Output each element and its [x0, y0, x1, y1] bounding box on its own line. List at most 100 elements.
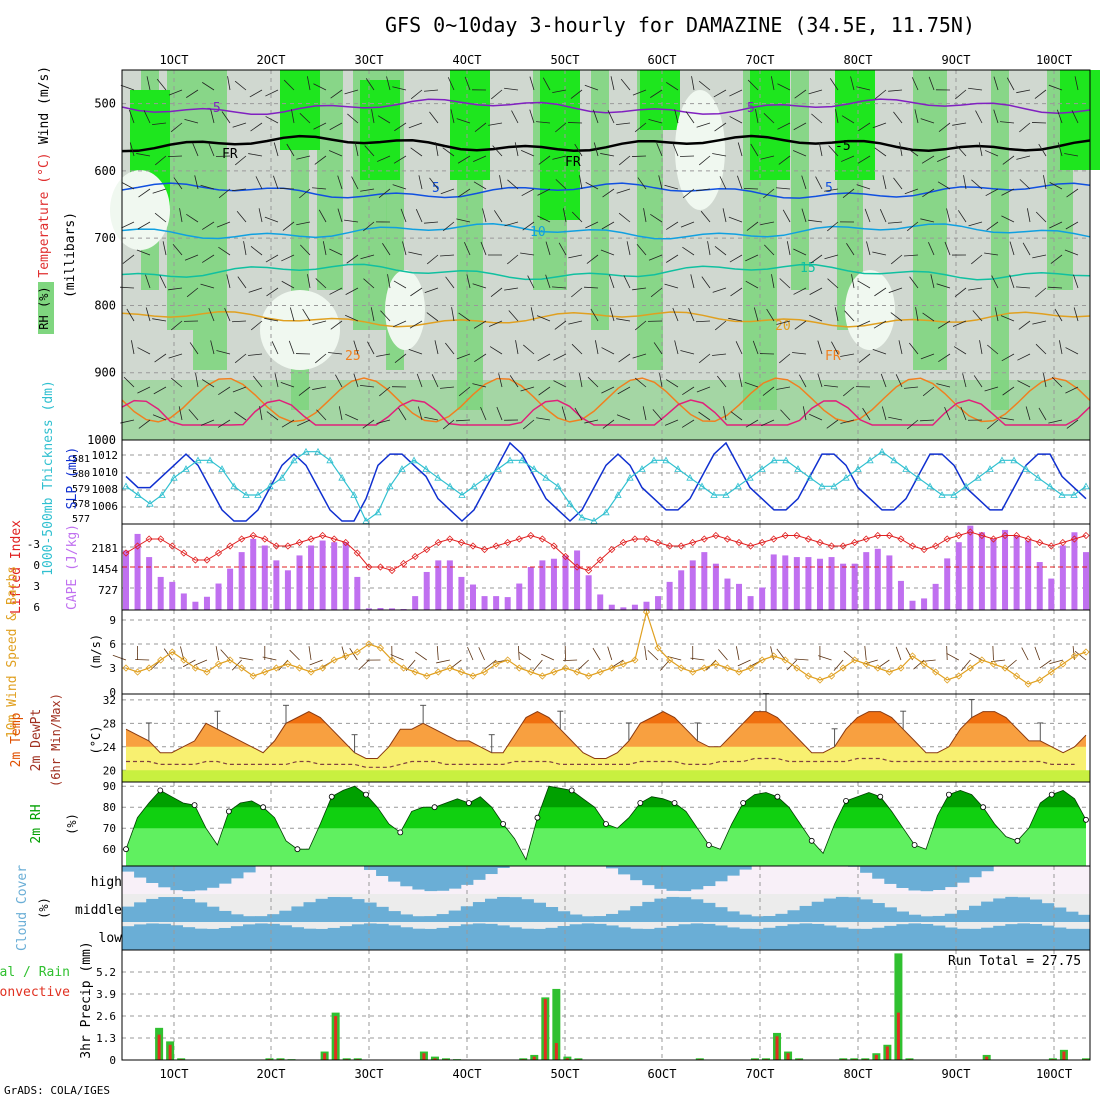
wind-barb: [920, 353, 935, 360]
wind10m-speed-marker: [504, 656, 512, 664]
wind10m-barb: [607, 646, 613, 661]
wind-barb: [593, 142, 599, 157]
cloud-low-bar: [497, 925, 510, 950]
wind-barb: [674, 340, 679, 355]
wind-barb: [424, 89, 439, 92]
wind-barb: [312, 187, 327, 190]
wind-barb: [555, 179, 567, 190]
thickness-marker: [290, 456, 298, 464]
wind-barb: [354, 142, 359, 157]
lifted-index-marker: [307, 535, 315, 543]
wind-barb: [493, 210, 503, 223]
wind10m-speed-marker: [203, 668, 211, 676]
cloud-middle-bar: [690, 899, 704, 922]
precip-convective-bar: [565, 1058, 569, 1060]
wind-barb: [620, 78, 631, 91]
thickness-marker: [314, 447, 322, 455]
wind10m-speed-marker: [1013, 672, 1021, 680]
wind-barb: [1038, 143, 1047, 157]
rh2m-marker: [157, 787, 164, 794]
wind-barb: [680, 350, 695, 355]
wind-barb: [529, 76, 535, 91]
bottom-date-tick: 3OCT: [355, 1067, 384, 1081]
wind-barb: [922, 312, 935, 322]
wind-barb: [700, 210, 711, 223]
wind-barb: [1016, 286, 1031, 289]
wind-barb: [282, 221, 295, 231]
rh2m-marker: [225, 808, 232, 815]
cloud-middle-bar: [581, 916, 595, 922]
thickness-tick: 579: [72, 484, 90, 495]
cape-bar: [805, 557, 812, 610]
lifted-index-marker: [226, 542, 234, 550]
wind-barb: [968, 221, 983, 227]
wind-barb: [1022, 242, 1031, 256]
rh2m-marker: [397, 829, 404, 836]
wind-barb: [809, 413, 823, 421]
wind-barb: [858, 122, 871, 132]
wind-barb: [1034, 89, 1047, 99]
wind-barb: [760, 221, 775, 226]
thickness-marker: [398, 465, 406, 472]
wind-barb: [291, 109, 295, 124]
lifted-index-marker: [712, 531, 720, 540]
wind-barb: [330, 89, 343, 99]
wind-barb: [574, 407, 583, 421]
bottom-date-tick: 5OCT: [551, 1067, 580, 1081]
wind-barb: [143, 110, 151, 124]
cloud-middle-bar: [218, 910, 232, 922]
wind10m-barb: [135, 659, 150, 661]
cloud-low-bar: [424, 928, 438, 950]
cape-bar: [389, 608, 396, 610]
lifted-index-marker: [319, 531, 327, 540]
wind-barb: [1018, 320, 1031, 330]
wind-barb: [330, 320, 343, 330]
cloud-middle-bar: [702, 902, 716, 922]
wind-barb: [410, 287, 423, 297]
wind-barb: [915, 307, 919, 322]
wind-barb: [808, 89, 823, 95]
cloud-low-bar: [678, 924, 692, 950]
wind-barb: [766, 308, 775, 322]
cape-bar: [874, 548, 881, 610]
wind-barb: [435, 142, 439, 157]
wind-barb: [802, 406, 807, 421]
cloud-middle-bar: [122, 906, 135, 922]
wind-barb: [168, 89, 183, 96]
wind-barb: [817, 340, 823, 355]
wind10m-speed-marker: [434, 668, 442, 676]
cloud-low-bar: [581, 923, 595, 950]
lifted-index-marker: [816, 538, 824, 547]
wind-barb: [126, 308, 135, 322]
lifted-index-marker: [758, 538, 766, 547]
lifted-index-marker: [469, 542, 477, 550]
cloud-high-bar: [400, 866, 413, 887]
cloud-middle-bar: [944, 913, 958, 922]
bottom-date-tick: 7OCT: [746, 1067, 775, 1081]
isotherm-line: [121, 311, 1091, 328]
wind-barb: [1000, 121, 1015, 124]
wind10m-barb: [478, 647, 485, 661]
wind-barb: [192, 142, 199, 157]
thickness-tick: 580: [72, 469, 90, 480]
wind10m-speed-marker: [573, 668, 581, 676]
wind-barb: [456, 118, 471, 124]
wind-barb: [337, 208, 343, 223]
cloud-low-bar: [521, 928, 534, 950]
cloud-middle-bar: [436, 914, 450, 922]
cloud-low-bar: [218, 927, 232, 950]
wind-barb: [218, 246, 231, 256]
wind-barb: [442, 419, 455, 430]
wind-barb: [664, 184, 679, 190]
wind-barb: [509, 375, 519, 388]
wind10m-speed-marker: [1082, 648, 1090, 656]
cape-bar: [504, 597, 511, 610]
wind-barb: [1002, 386, 1015, 396]
cape-bar: [921, 598, 928, 610]
cloud-high-bar: [606, 866, 619, 869]
wind-barb: [747, 79, 759, 91]
cape-bar: [955, 542, 962, 610]
wind-barb: [1064, 153, 1079, 157]
cloud-middle-bar: [424, 916, 438, 922]
cloud-low-bar: [412, 928, 425, 950]
